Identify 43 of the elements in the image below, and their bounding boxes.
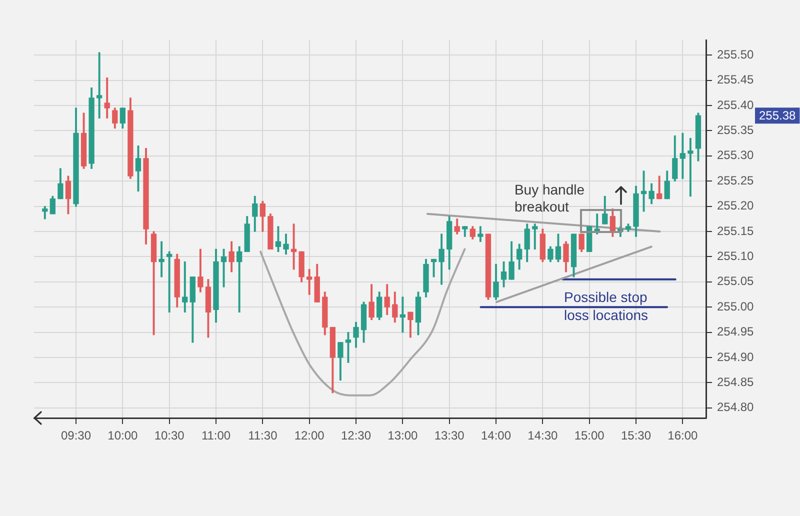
y-tick-label: 255.05 xyxy=(717,274,754,288)
candlestick xyxy=(96,52,102,118)
y-tick-label: 255.25 xyxy=(717,173,754,188)
y-tick-label: 254.90 xyxy=(717,350,754,364)
x-tick-label: 12:30 xyxy=(340,428,372,443)
line-series xyxy=(260,248,466,396)
candlestick xyxy=(688,138,694,197)
y-tick-label: 255.20 xyxy=(717,198,754,213)
x-tick-label: 09:30 xyxy=(60,428,92,443)
x-tick-label: 13:30 xyxy=(434,428,465,443)
x-tick-label: 14:00 xyxy=(480,428,512,443)
y-tick-label: 255.00 xyxy=(717,299,754,314)
candlestick xyxy=(400,296,406,333)
candlestick xyxy=(290,224,297,270)
candlestick xyxy=(640,170,647,212)
annotation: Possible stop loss locations xyxy=(564,289,648,323)
x-tick-label: 16:00 xyxy=(668,428,698,443)
y-tick-label: 255.10 xyxy=(717,249,754,264)
annotation: Buy handle breakout xyxy=(514,181,585,214)
x-tick-label: 13:00 xyxy=(388,428,418,443)
x-tick-label: 15:00 xyxy=(574,428,605,443)
x-tick-label: 10:00 xyxy=(108,428,138,443)
x-tick-label: 11:30 xyxy=(248,428,278,443)
y-tick-label: 254.95 xyxy=(717,324,754,339)
y-tick-label: 255.40 xyxy=(717,98,754,112)
y-tick-label: 255.30 xyxy=(717,148,754,162)
y-tick-label: 255.35 xyxy=(717,123,754,138)
x-tick-label: 11:00 xyxy=(201,428,231,443)
y-tick-label: 255.15 xyxy=(717,224,754,238)
candlestick xyxy=(345,332,352,363)
candlestick xyxy=(182,261,188,312)
candlestick xyxy=(306,268,312,295)
y-tick-label: 255.50 xyxy=(717,47,754,62)
x-tick-label: 10:30 xyxy=(154,428,185,443)
y-tick-label: 255.45 xyxy=(717,72,754,87)
x-tick-label: 14:30 xyxy=(528,428,558,443)
text: 255.38 xyxy=(759,108,796,122)
y-tick-label: 254.85 xyxy=(717,375,754,390)
x-tick-label: 12:00 xyxy=(294,428,325,443)
x-tick-label: 15:30 xyxy=(620,428,652,443)
y-tick-label: 254.80 xyxy=(717,400,754,414)
candlestick xyxy=(166,251,172,312)
candlestick xyxy=(158,241,164,278)
